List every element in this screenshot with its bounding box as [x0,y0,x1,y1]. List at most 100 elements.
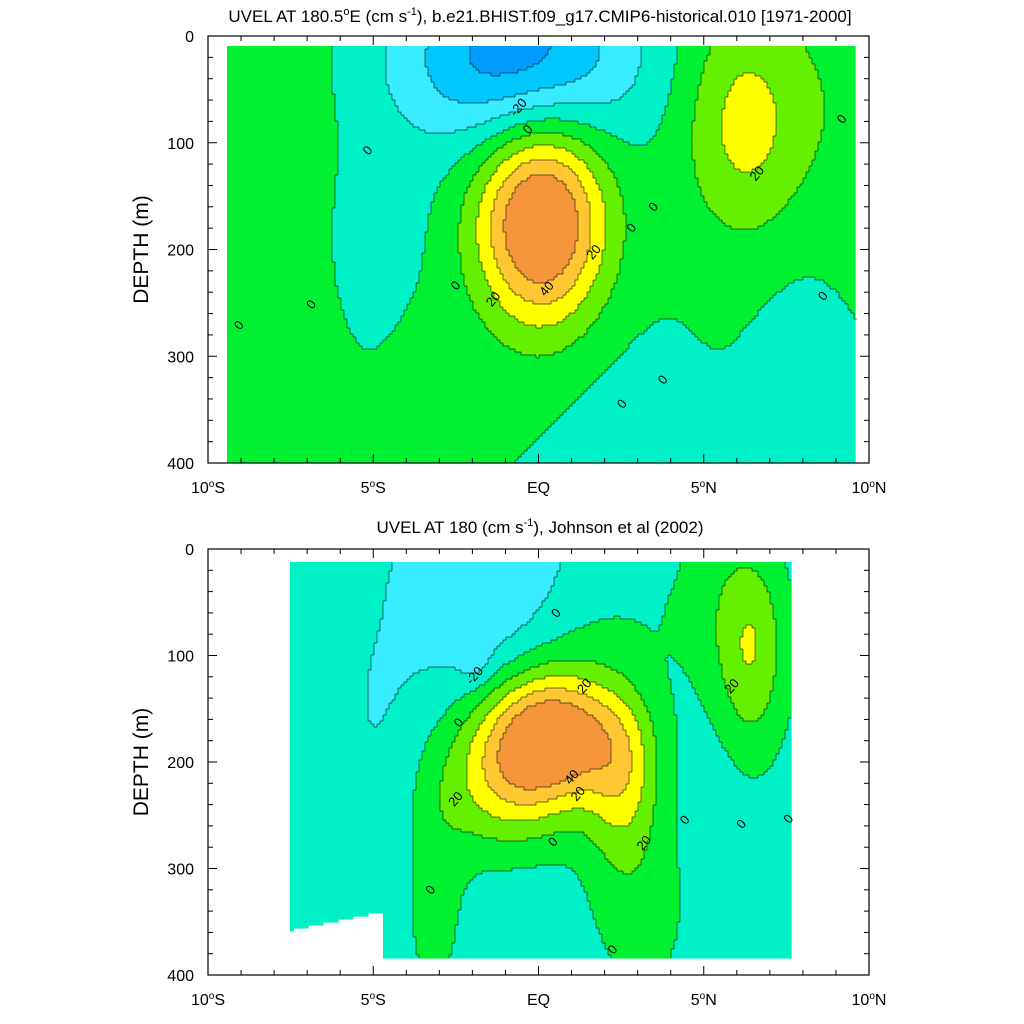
contour-cell [773,607,792,611]
contour-cell [290,658,372,662]
contour-cell [581,181,597,185]
contour-cell [386,46,429,50]
contour-cell [590,838,651,842]
contour-cell [497,760,612,764]
contour-cell [695,334,741,338]
contour-cell [752,568,789,572]
contour-cell [560,811,594,815]
contour-cell [389,706,450,710]
contour-cell [770,700,792,704]
contour-cell [290,844,414,848]
contour-cell [491,730,507,734]
contour-cell [227,289,339,293]
contour-cell [572,196,588,200]
contour-cell [227,448,528,452]
contour-cell [773,685,792,689]
contour-cell [497,265,516,269]
contour-cell [680,883,792,887]
contour-cell [446,820,606,824]
contour-cell [425,58,471,62]
contour-cell [227,184,336,188]
contour-cell [491,73,501,77]
contour-cell [719,658,744,662]
contour-cell [677,715,708,719]
contour-cell [677,769,741,773]
contour-cell [719,595,771,599]
contour-cell [611,709,633,713]
contour-cell [227,301,342,305]
contour-cell [467,757,483,761]
contour-cell [701,187,798,191]
contour-cell [488,811,561,815]
contour-cell [596,922,678,926]
contour-cell [470,295,495,299]
contour-cell [473,301,501,305]
contour-cell [554,583,675,587]
contour-cell [392,331,492,335]
contour-cell [611,757,633,761]
contour-cell [524,298,558,302]
contour-cell [227,49,333,53]
contour-cell [830,286,856,290]
contour-cell [638,721,654,725]
contour-cell [605,205,624,209]
contour-cell [548,814,600,818]
contour-cell [494,652,525,656]
contour-cell [227,76,333,80]
contour-cell [752,319,856,323]
contour-cell [626,238,856,242]
contour-cell [335,283,417,287]
contour-cell [506,799,549,803]
contour-cell [677,796,792,800]
contour-cell [290,616,384,620]
contour-cell [728,577,762,581]
contour-cell [464,193,483,197]
contour-cell [671,589,723,593]
contour-cell [743,631,756,635]
contour-cell [623,244,856,248]
contour-cell [413,853,606,857]
contour-cell [290,805,414,809]
contour-cell [602,937,678,941]
contour-cell [227,415,561,419]
contour-cell [383,718,441,722]
contour-cell [608,952,672,956]
contour-cell [563,412,856,416]
contour-cell [695,688,729,692]
contour-cell [380,625,522,629]
contour-cell [656,757,678,761]
contour-cell [227,61,333,65]
contour-cell [623,205,708,209]
contour-cell [758,571,789,575]
contour-cell [740,169,753,173]
contour-cell [572,868,618,872]
contour-cell [767,82,822,86]
contour-cell [737,337,856,341]
contour-cell [479,805,639,809]
contour-cell [644,853,678,857]
contour-cell [707,58,813,62]
contour-cell [533,106,666,110]
contour-cell [290,907,414,911]
contour-cell [527,694,588,698]
contour-cell [413,868,513,872]
contour-cell [389,574,558,578]
contour-cell [695,166,735,170]
contour-cell [605,220,627,224]
contour-cell [644,745,657,749]
x-tick-label: EQ [527,992,550,1009]
contour-cell [557,574,678,578]
contour-cell [524,148,567,152]
contour-cell [485,121,528,125]
contour-cell [476,229,492,233]
contour-cell [788,721,792,725]
contour-cell [563,634,717,638]
contour-cell [605,370,856,374]
contour-cell [389,88,438,92]
contour-cell [227,214,333,218]
contour-cell [458,229,477,233]
contour-cell [458,916,594,920]
contour-cell [698,337,738,341]
contour-cell [458,733,477,737]
contour-cell [560,415,856,419]
